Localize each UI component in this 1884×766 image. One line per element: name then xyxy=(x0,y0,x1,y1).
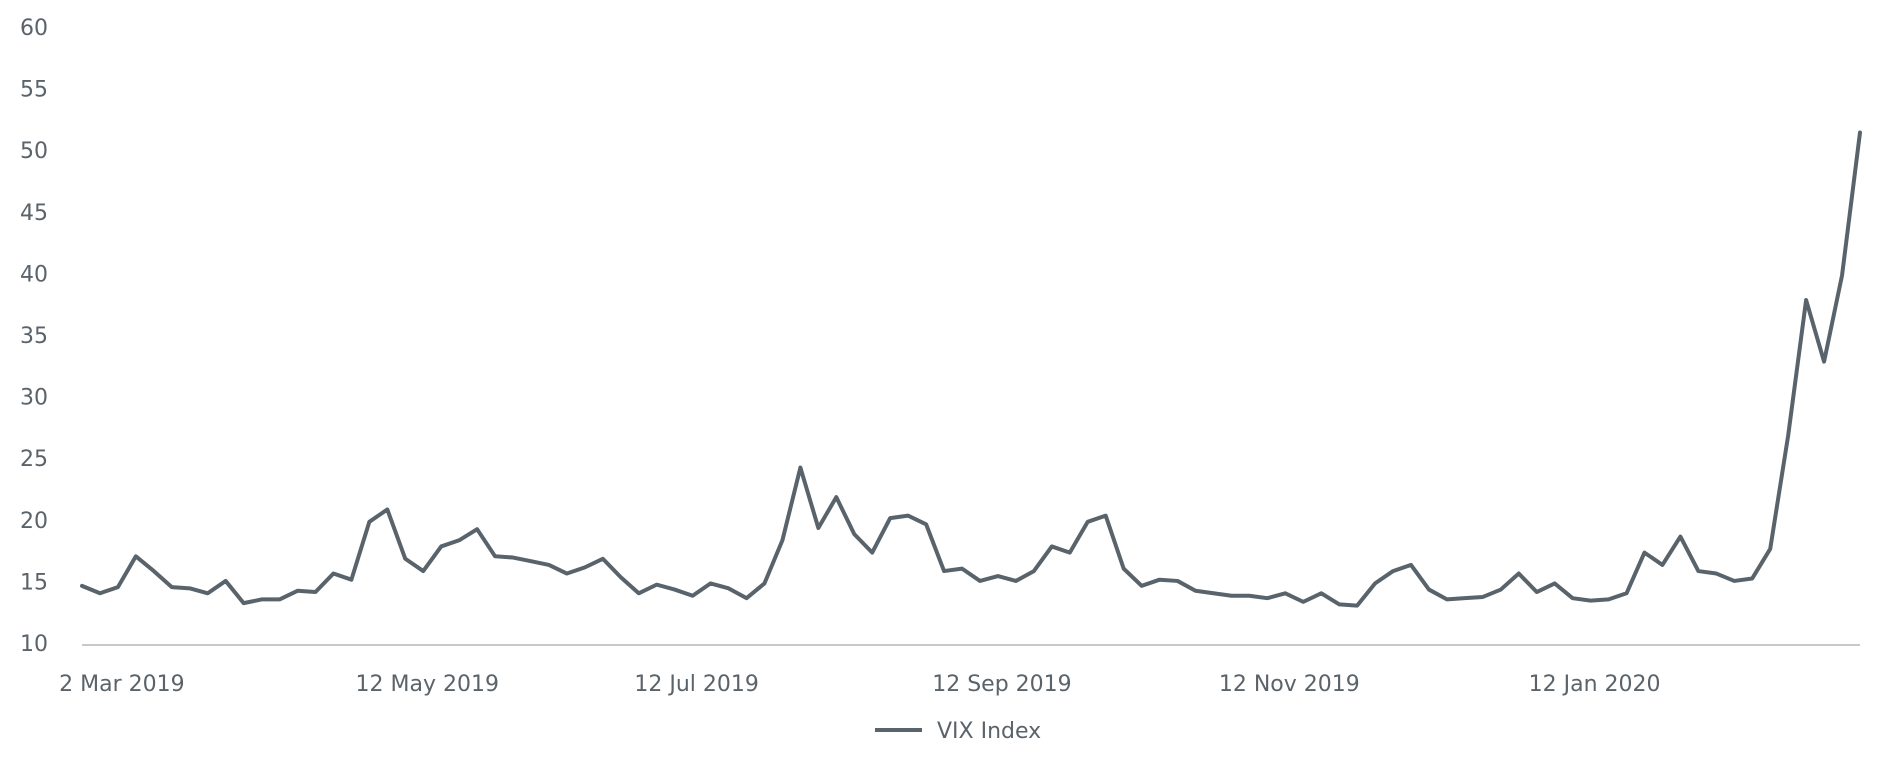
y-tick-label: 60 xyxy=(20,16,48,41)
y-tick-label: 40 xyxy=(20,262,48,287)
y-tick-label: 35 xyxy=(20,324,48,349)
line-series xyxy=(80,130,1862,608)
y-tick-label: 15 xyxy=(20,570,48,595)
legend-label: VIX Index xyxy=(937,719,1041,744)
x-tick-label: 12 May 2019 xyxy=(356,672,499,697)
x-tick-label: 2 Mar 2019 xyxy=(59,672,184,697)
y-tick-label: 50 xyxy=(20,139,48,164)
y-tick-label: 10 xyxy=(20,632,48,657)
y-tick-label: 30 xyxy=(20,386,48,411)
y-tick-label: 25 xyxy=(20,447,48,472)
x-tick-label: 12 Nov 2019 xyxy=(1219,672,1360,697)
x-tick-label: 12 Sep 2019 xyxy=(932,672,1071,697)
x-tick-label: 12 Jul 2019 xyxy=(634,672,759,697)
y-tick-label: 55 xyxy=(20,78,48,103)
y-tick-label: 20 xyxy=(20,509,48,534)
x-tick-label: 12 Jan 2020 xyxy=(1529,672,1661,697)
y-tick-label: 45 xyxy=(20,201,48,226)
